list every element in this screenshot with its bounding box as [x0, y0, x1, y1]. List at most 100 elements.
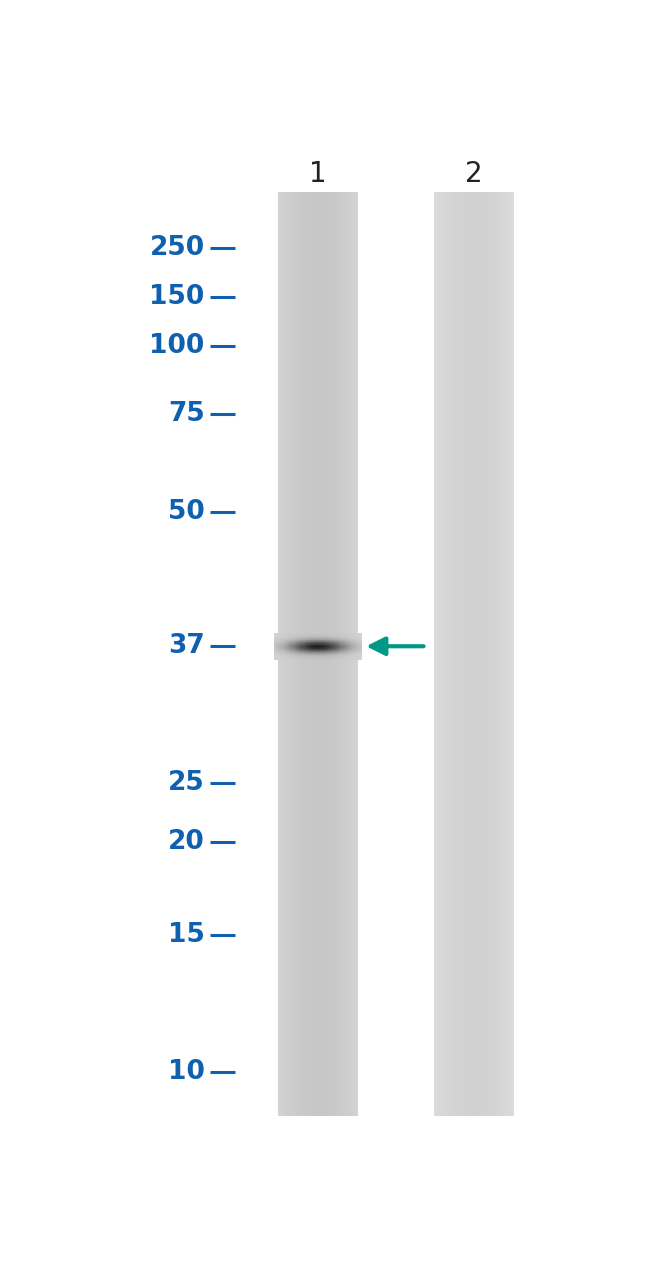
- Bar: [488, 192, 489, 1115]
- Bar: [350, 192, 352, 1115]
- Bar: [333, 192, 334, 1115]
- Bar: [448, 192, 450, 1115]
- Bar: [462, 192, 463, 1115]
- Bar: [285, 192, 286, 1115]
- Bar: [474, 192, 476, 1115]
- Bar: [342, 192, 344, 1115]
- Bar: [317, 192, 318, 1115]
- Bar: [278, 192, 279, 1115]
- Bar: [322, 192, 324, 1115]
- Text: 1: 1: [309, 160, 327, 188]
- Bar: [478, 192, 480, 1115]
- Bar: [501, 192, 502, 1115]
- Bar: [335, 192, 337, 1115]
- Bar: [489, 192, 490, 1115]
- Text: 150: 150: [150, 284, 205, 310]
- Bar: [481, 192, 482, 1115]
- Text: 250: 250: [150, 235, 205, 262]
- Bar: [439, 192, 441, 1115]
- Bar: [463, 192, 465, 1115]
- Text: 100: 100: [150, 333, 205, 359]
- Bar: [304, 192, 305, 1115]
- Bar: [337, 192, 338, 1115]
- Bar: [287, 192, 289, 1115]
- Bar: [491, 192, 493, 1115]
- Bar: [493, 192, 495, 1115]
- Bar: [354, 192, 356, 1115]
- Bar: [450, 192, 451, 1115]
- Bar: [506, 192, 508, 1115]
- Bar: [465, 192, 466, 1115]
- Bar: [466, 192, 467, 1115]
- Bar: [319, 192, 320, 1115]
- Bar: [348, 192, 349, 1115]
- Bar: [457, 192, 458, 1115]
- Bar: [446, 192, 447, 1115]
- Bar: [438, 192, 439, 1115]
- Bar: [480, 192, 481, 1115]
- Bar: [436, 192, 437, 1115]
- Bar: [509, 192, 510, 1115]
- Bar: [292, 192, 294, 1115]
- Bar: [352, 192, 353, 1115]
- Bar: [486, 192, 488, 1115]
- Bar: [445, 192, 446, 1115]
- Bar: [497, 192, 499, 1115]
- Bar: [504, 192, 505, 1115]
- Bar: [344, 192, 345, 1115]
- Bar: [349, 192, 350, 1115]
- Bar: [296, 192, 298, 1115]
- Bar: [305, 192, 306, 1115]
- Bar: [281, 192, 283, 1115]
- Bar: [505, 192, 506, 1115]
- Bar: [461, 192, 462, 1115]
- Bar: [500, 192, 501, 1115]
- Bar: [447, 192, 448, 1115]
- Bar: [451, 192, 452, 1115]
- Bar: [341, 192, 342, 1115]
- Bar: [306, 192, 307, 1115]
- Bar: [452, 192, 454, 1115]
- Bar: [315, 192, 317, 1115]
- Text: 37: 37: [168, 634, 205, 659]
- Bar: [339, 192, 341, 1115]
- Bar: [499, 192, 500, 1115]
- Bar: [484, 192, 485, 1115]
- Bar: [314, 192, 315, 1115]
- Bar: [307, 192, 309, 1115]
- Text: 25: 25: [168, 770, 205, 796]
- Bar: [295, 192, 296, 1115]
- Bar: [485, 192, 486, 1115]
- Bar: [508, 192, 509, 1115]
- Bar: [471, 192, 473, 1115]
- Bar: [495, 192, 496, 1115]
- Bar: [512, 192, 513, 1115]
- Bar: [326, 192, 328, 1115]
- Bar: [324, 192, 325, 1115]
- Bar: [320, 192, 322, 1115]
- Bar: [329, 192, 330, 1115]
- Bar: [513, 192, 515, 1115]
- Bar: [346, 192, 348, 1115]
- Bar: [357, 192, 358, 1115]
- Text: 20: 20: [168, 829, 205, 855]
- Bar: [502, 192, 504, 1115]
- Bar: [332, 192, 333, 1115]
- Bar: [490, 192, 491, 1115]
- Bar: [434, 192, 436, 1115]
- Bar: [299, 192, 300, 1115]
- Bar: [437, 192, 438, 1115]
- Bar: [467, 192, 469, 1115]
- Bar: [286, 192, 287, 1115]
- Bar: [356, 192, 357, 1115]
- Bar: [300, 192, 302, 1115]
- Bar: [482, 192, 484, 1115]
- Bar: [353, 192, 354, 1115]
- Bar: [283, 192, 285, 1115]
- Text: 10: 10: [168, 1059, 205, 1085]
- Bar: [330, 192, 332, 1115]
- Bar: [313, 192, 314, 1115]
- Bar: [496, 192, 497, 1115]
- Bar: [309, 192, 310, 1115]
- Bar: [298, 192, 299, 1115]
